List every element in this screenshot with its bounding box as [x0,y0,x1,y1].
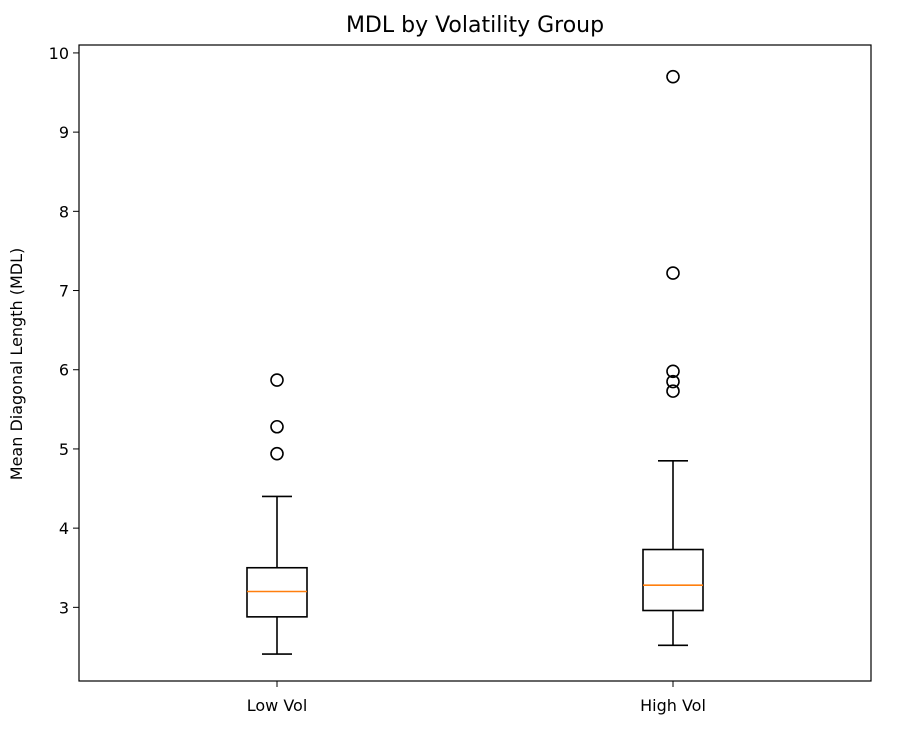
outlier-point [270,419,284,434]
y-axis-label: Mean Diagonal Length (MDL) [7,248,26,480]
plot-frame [78,44,872,682]
y-tick-label: 10 [49,44,69,63]
outlier-point [666,384,680,398]
outlier-point [270,446,284,461]
outlier-point [666,364,680,379]
y-tick-label: 4 [59,519,69,538]
box-iqr [642,548,704,612]
x-tick-label: Low Vol [247,696,308,715]
y-tick-label: 5 [59,440,69,459]
chart-title: MDL by Volatility Group [346,13,604,38]
outlier-point [666,374,680,389]
x-tick-label: High Vol [640,696,706,715]
outlier-point [270,373,284,387]
plot-area: 3 4 5 6 7 8 9 10 Low Vol High Vol [49,44,872,715]
y-tick-label: 8 [59,202,69,221]
outlier-point [666,266,680,280]
outlier-point [666,69,680,84]
y-tick-label: 7 [59,282,69,301]
y-tick-label: 6 [59,361,69,380]
y-tick-label: 9 [59,123,69,142]
y-tick-label: 3 [59,598,69,617]
